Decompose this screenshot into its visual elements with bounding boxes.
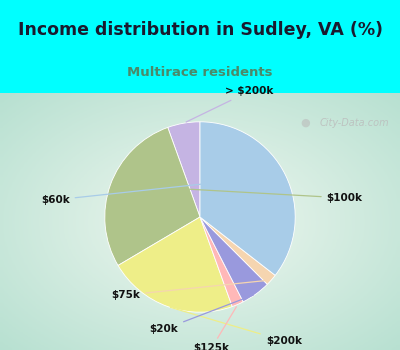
Wedge shape xyxy=(200,217,267,302)
Text: $60k: $60k xyxy=(41,175,283,205)
Text: $200k: $200k xyxy=(170,307,302,346)
Wedge shape xyxy=(168,122,200,217)
Wedge shape xyxy=(118,217,232,312)
Text: $100k: $100k xyxy=(113,185,363,203)
Text: ●: ● xyxy=(300,118,310,128)
Wedge shape xyxy=(200,122,295,275)
Text: City-Data.com: City-Data.com xyxy=(320,118,390,128)
Text: $75k: $75k xyxy=(111,280,269,300)
Text: $20k: $20k xyxy=(150,295,253,334)
Wedge shape xyxy=(200,217,243,307)
Wedge shape xyxy=(105,127,200,265)
Text: $125k: $125k xyxy=(194,307,236,350)
Text: > $200k: > $200k xyxy=(186,86,274,122)
Text: Multirace residents: Multirace residents xyxy=(127,66,273,79)
Wedge shape xyxy=(200,217,275,284)
Text: Income distribution in Sudley, VA (%): Income distribution in Sudley, VA (%) xyxy=(18,21,382,39)
